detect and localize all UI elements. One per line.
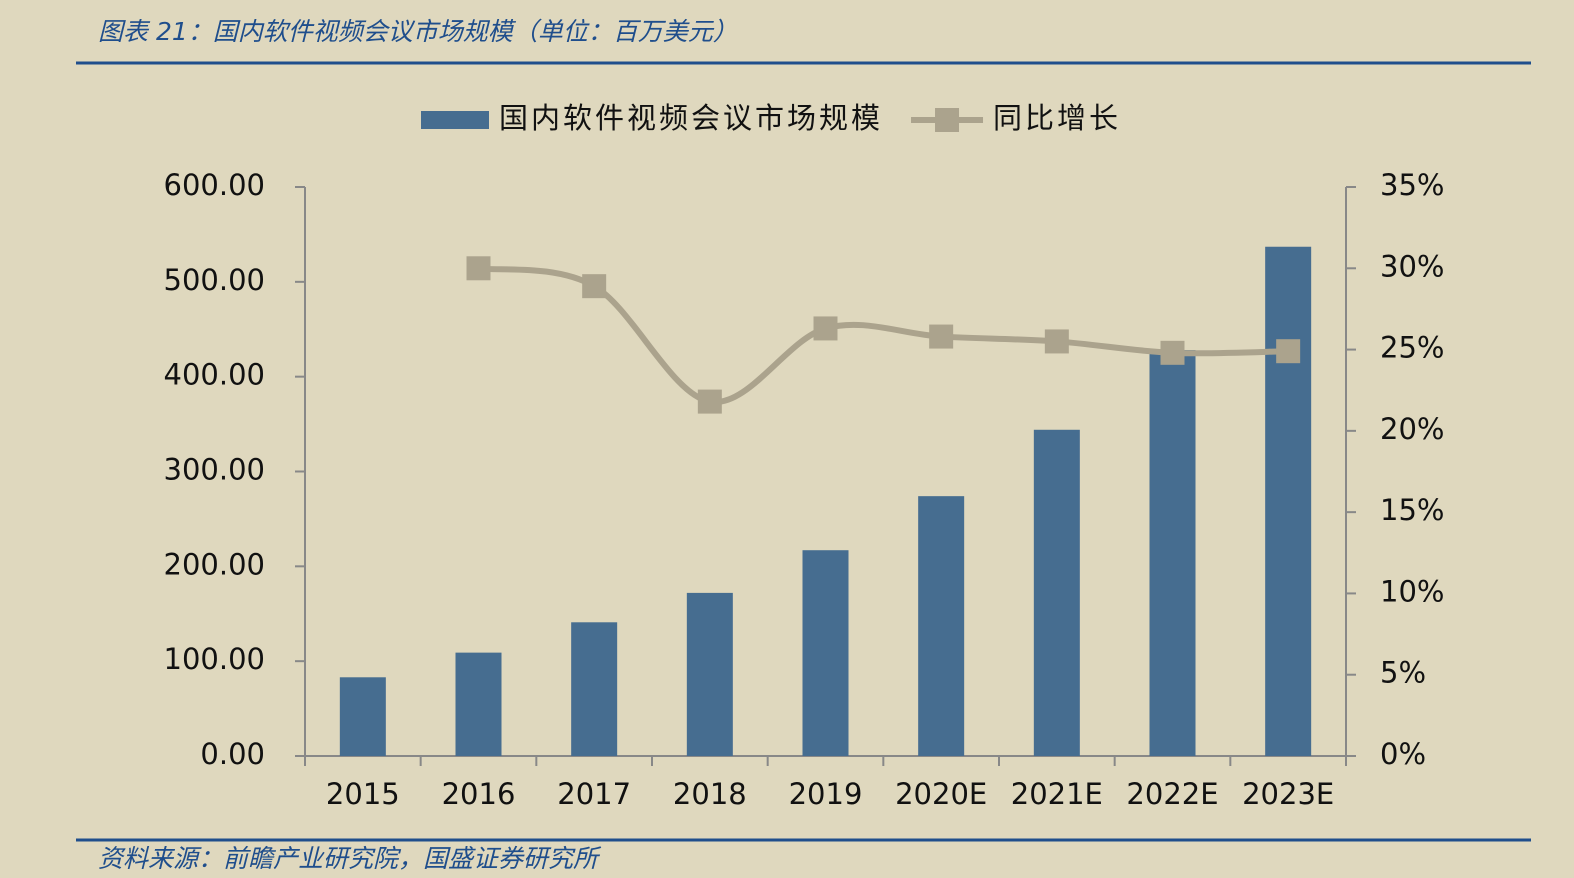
line-marker	[697, 389, 722, 414]
x-tick-label: 2022E	[1126, 777, 1218, 811]
y2-tick-label: 20%	[1380, 412, 1444, 446]
bar	[571, 622, 618, 756]
bar	[686, 592, 733, 756]
x-tick-label: 2019	[789, 777, 863, 811]
y-tick-label: 100.00	[164, 642, 265, 676]
bar	[918, 496, 965, 756]
x-tick-label: 2017	[557, 777, 631, 811]
source-note: 资料来源：前瞻产业研究院，国盛证券研究所	[98, 844, 602, 873]
x-tick-label: 2020E	[895, 777, 987, 811]
y-tick-label: 0.00	[200, 737, 265, 771]
bar	[339, 677, 386, 756]
y2-tick-label: 15%	[1380, 493, 1444, 527]
legend-swatch	[935, 108, 960, 132]
line-marker	[1276, 339, 1301, 364]
x-tick-label: 2018	[673, 777, 747, 811]
x-tick-label: 2015	[326, 777, 400, 811]
line-marker	[1160, 340, 1185, 365]
x-tick-label: 2023E	[1242, 777, 1334, 811]
line-marker	[466, 256, 491, 281]
y2-tick-label: 10%	[1380, 574, 1444, 608]
line-marker	[1044, 329, 1069, 354]
y2-tick-label: 25%	[1380, 331, 1444, 365]
bar	[1149, 350, 1196, 756]
x-tick-label: 2016	[442, 777, 516, 811]
y2-tick-label: 5%	[1380, 656, 1426, 690]
bar	[1033, 429, 1080, 756]
legend-label: 国内软件视频会议市场规模	[499, 101, 883, 135]
x-tick-label: 2021E	[1011, 777, 1103, 811]
bar	[455, 652, 502, 756]
y-tick-label: 300.00	[164, 453, 265, 487]
line-marker	[813, 316, 838, 341]
legend-swatch	[421, 111, 489, 129]
line-marker	[929, 324, 954, 349]
y2-tick-label: 35%	[1380, 168, 1444, 202]
y2-tick-label: 0%	[1380, 737, 1426, 771]
page-title: 图表 21：国内软件视频会议市场规模（单位：百万美元）	[98, 17, 738, 46]
y-tick-label: 500.00	[164, 263, 265, 297]
y2-tick-label: 30%	[1380, 249, 1444, 283]
legend-label: 同比增长	[993, 101, 1121, 135]
y-tick-label: 200.00	[164, 547, 265, 581]
bar	[1265, 246, 1312, 756]
line-marker	[582, 274, 607, 299]
y-tick-label: 600.00	[164, 168, 265, 202]
y-tick-label: 400.00	[164, 358, 265, 392]
bar	[802, 550, 849, 756]
